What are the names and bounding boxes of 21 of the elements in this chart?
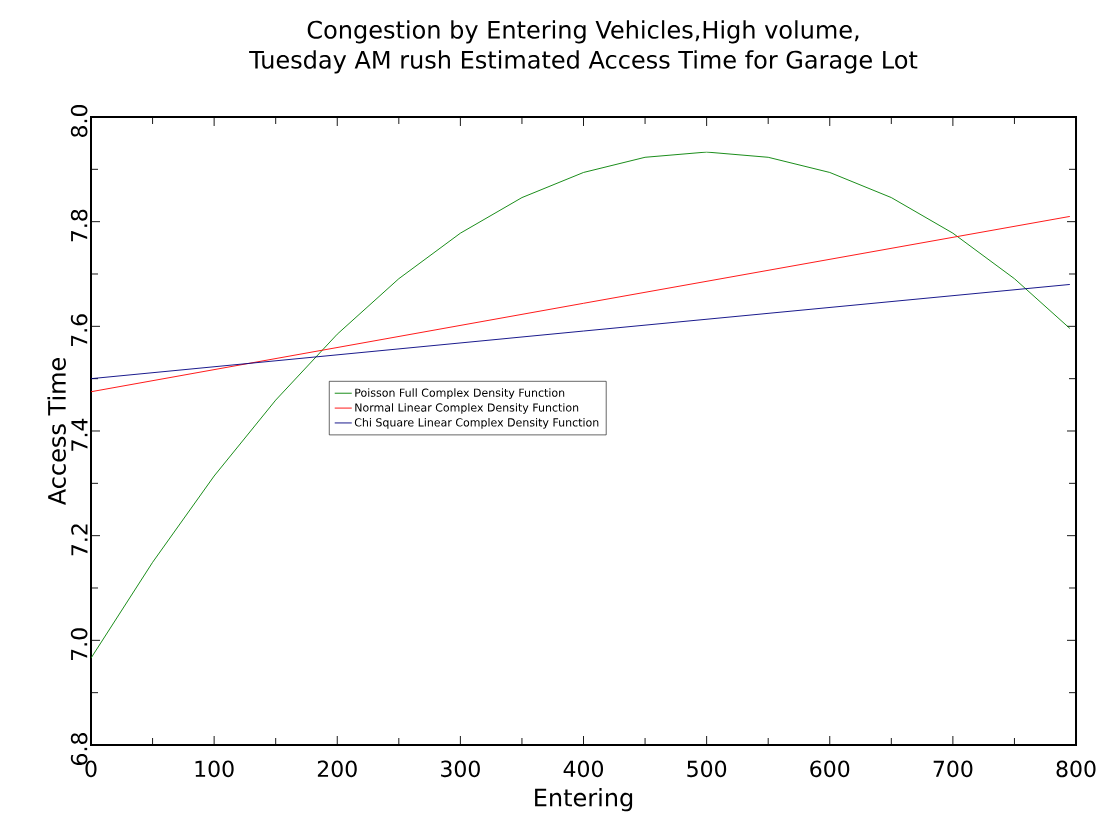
- y-tick-label: 8.0: [70, 104, 88, 137]
- y-tick-label: 7.0: [70, 628, 88, 661]
- x-tick-label: 200: [317, 760, 357, 778]
- y-tick-label: 7.2: [71, 524, 88, 556]
- x-tick-label: 500: [687, 760, 727, 778]
- legend-label: Poisson Full Complex Density Function: [355, 388, 565, 399]
- x-axis-title: Entering: [535, 788, 633, 812]
- legend-label: Normal Linear Complex Density Function: [355, 403, 579, 414]
- x-tick-label: 700: [933, 760, 973, 778]
- y-tick-label: 7.8: [70, 209, 88, 242]
- x-tick-label: 100: [195, 760, 234, 778]
- x-tick-label: 400: [563, 760, 604, 778]
- y-axis-title: Access Time: [47, 357, 66, 506]
- y-tick-label: 7.4: [71, 418, 88, 451]
- x-tick-label: 600: [810, 760, 850, 778]
- legend-label: Chi Square Linear Complex Density Function: [354, 418, 599, 429]
- chart-title: Congestion by Entering Vehicles,High volume,: [307, 20, 859, 44]
- x-tick-label: 800: [1056, 760, 1096, 778]
- x-tick-label: 300: [441, 760, 480, 778]
- y-tick-label: 7.6: [70, 314, 88, 347]
- chart-subtitle: Tuesday AM rush Estimated Access Time for Garage Lot: [249, 50, 918, 74]
